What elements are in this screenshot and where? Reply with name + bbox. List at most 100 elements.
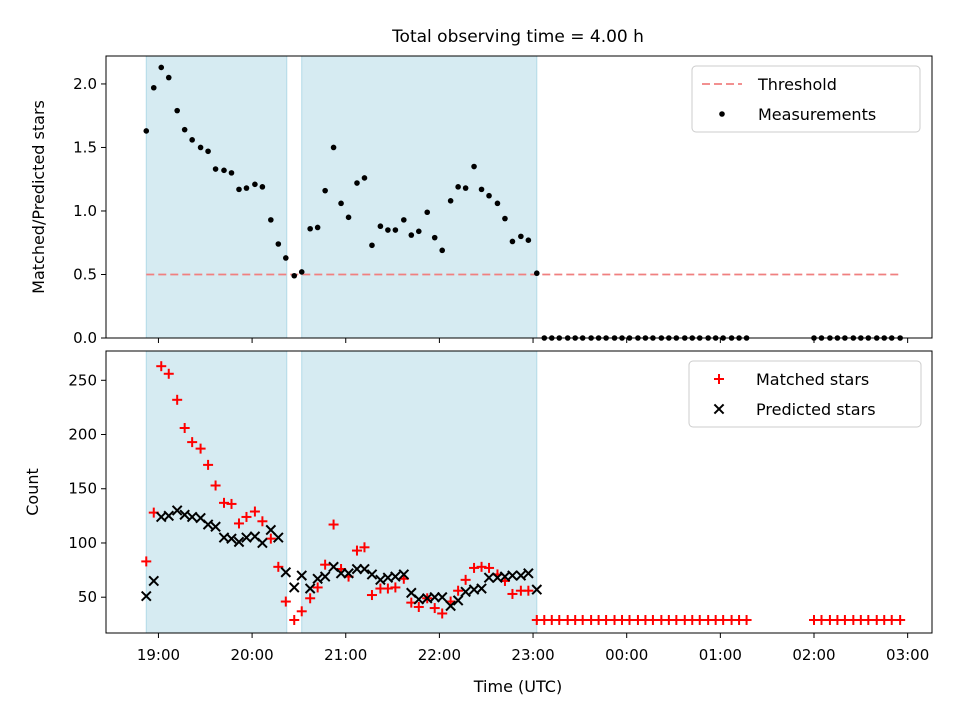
predicted-star-marker-b — [148, 575, 160, 587]
predicted-star-marker — [226, 533, 237, 544]
predicted-star-marker-b — [328, 561, 339, 573]
predicted-star-marker-b — [319, 571, 331, 582]
measurement-point — [314, 224, 321, 231]
matched-star-marker — [219, 497, 229, 508]
y-tick-label: 0.5 — [73, 265, 97, 283]
matched-star-marker — [141, 556, 152, 567]
predicted-star-marker — [398, 569, 410, 580]
predicted-star-marker — [163, 510, 175, 522]
predicted-star-marker — [343, 568, 354, 579]
predicted-star-marker — [476, 583, 487, 594]
measurement-point — [158, 64, 165, 71]
legend-box — [691, 65, 921, 133]
legend-predicted-swatch-b — [713, 403, 725, 415]
y-tick-label: 50 — [78, 588, 97, 606]
x-tick-label: 00:00 — [605, 646, 648, 664]
x-tick-label: 02:00 — [792, 646, 835, 664]
predicted-star-marker — [186, 511, 198, 523]
predicted-star-marker-b — [460, 586, 471, 598]
predicted-star-marker-b — [375, 574, 386, 586]
matched-star-marker — [265, 533, 276, 544]
measurement-point — [494, 200, 501, 207]
predicted-star-marker-b — [179, 509, 190, 521]
matched-star-marker — [195, 443, 206, 454]
measurement-point — [221, 167, 227, 174]
predicted-star-marker — [210, 521, 221, 533]
predicted-star-marker-b — [382, 572, 394, 583]
predicted-star-marker-b — [413, 594, 425, 605]
matched-star-marker — [249, 506, 260, 517]
predicted-star-marker-b — [507, 570, 518, 581]
matched-star-marker — [816, 614, 827, 625]
y-tick-label: 1.5 — [73, 138, 97, 156]
predicted-star-marker-b — [531, 584, 543, 595]
measurement-point — [205, 148, 211, 155]
predicted-star-marker-b — [140, 590, 152, 602]
matched-star-marker — [863, 614, 874, 625]
ratio-panel: 0.00.51.01.52.0 Matched/Predicted stars … — [29, 55, 933, 347]
predicted-star-marker-b — [233, 536, 245, 548]
measurement-point — [338, 200, 344, 207]
matched-star-marker — [460, 574, 471, 585]
predicted-star-marker — [296, 570, 308, 581]
predicted-star-marker-b — [288, 582, 300, 593]
predicted-star-marker — [304, 583, 316, 594]
matched-star-marker — [741, 614, 752, 625]
measurement-point — [431, 234, 438, 241]
legend-matched-label: Matched stars — [756, 370, 869, 389]
predicted-star-marker-b — [202, 519, 214, 530]
matched-star-marker — [647, 614, 658, 625]
predicted-star-marker-b — [523, 568, 534, 579]
predicted-star-marker — [523, 568, 534, 579]
matched-star-marker — [226, 498, 237, 509]
predicted-star-marker — [202, 519, 214, 530]
matched-star-marker — [601, 614, 612, 625]
x-tick-label: 21:00 — [324, 646, 367, 664]
predicted-star-marker — [280, 566, 292, 578]
y-tick-label: 250 — [68, 371, 97, 389]
predicted-star-marker-b — [171, 505, 183, 516]
shaded-interval — [301, 55, 538, 339]
matched-star-marker — [469, 562, 480, 573]
matched-star-marker — [476, 561, 487, 572]
measurement-point — [174, 107, 180, 114]
x-tick-label: 19:00 — [137, 646, 180, 664]
predicted-star-marker — [445, 600, 456, 612]
x-tick-label: 01:00 — [699, 646, 742, 664]
legend-matched-swatch — [714, 374, 724, 384]
matched-star-marker — [694, 614, 705, 625]
shaded-interval — [145, 350, 288, 634]
predicted-star-marker — [390, 571, 401, 582]
count-legend: Matched stars Predicted stars — [688, 360, 922, 428]
x-tick-label: 22:00 — [418, 646, 461, 664]
matched-star-marker — [624, 614, 635, 625]
matched-star-marker — [390, 582, 401, 593]
predicted-star-marker — [375, 574, 386, 586]
measurement-point — [369, 242, 375, 249]
measurement-point — [228, 170, 235, 176]
predicted-star-marker — [233, 536, 245, 548]
measurement-point — [197, 144, 204, 151]
predicted-star-marker-b — [257, 537, 268, 549]
measurement-point — [518, 233, 524, 240]
count-panel-frame — [105, 350, 933, 634]
predicted-star-marker-b — [405, 587, 417, 599]
x-tick-label: 03:00 — [886, 646, 929, 664]
predicted-star-marker — [140, 590, 152, 602]
matched-star-marker — [577, 614, 588, 625]
predicted-star-marker — [531, 584, 543, 595]
measurement-point — [361, 175, 368, 181]
predicted-star-marker-b — [499, 571, 511, 582]
predicted-star-marker — [515, 570, 527, 581]
measurement-point — [298, 269, 305, 275]
measurement-point — [259, 184, 266, 190]
matched-star-marker — [257, 516, 268, 527]
measurement-point — [385, 227, 391, 233]
predicted-star-marker-b — [195, 512, 206, 524]
predicted-star-marker-b — [515, 570, 527, 581]
matched-star-marker — [280, 596, 291, 607]
matched-star-marker — [296, 606, 307, 617]
measurement-point — [509, 238, 516, 245]
predicted-star-marker — [452, 595, 464, 606]
